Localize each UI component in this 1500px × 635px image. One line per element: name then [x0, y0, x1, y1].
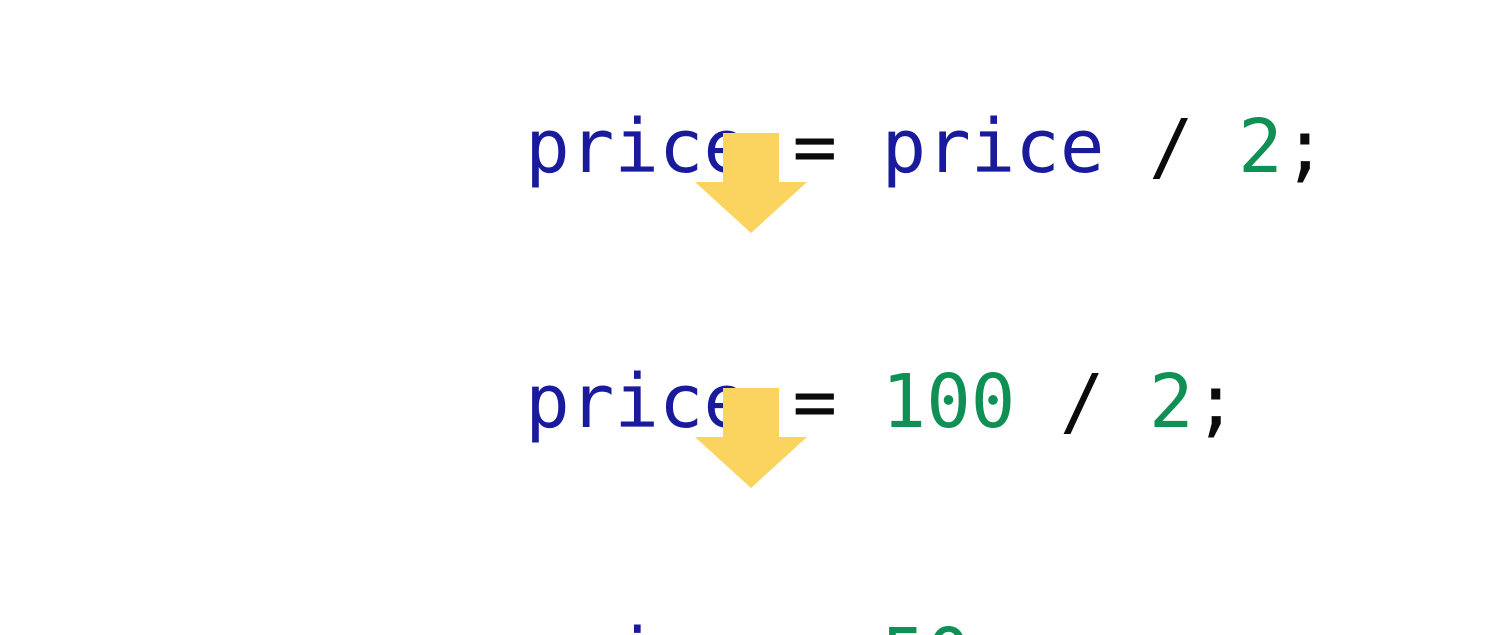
code-line-step-1: price = price / 2; [347, 18, 1327, 276]
token-operator: = [748, 613, 882, 635]
token-number: 100 [881, 359, 1016, 445]
token-number: 2 [1238, 104, 1283, 190]
token-variable: price [881, 104, 1105, 190]
token-variable: price [525, 359, 748, 445]
token-variable: price [525, 613, 748, 635]
token-operator: = [747, 359, 882, 445]
token-semicolon: ; [1193, 359, 1239, 445]
token-operator: / [1104, 104, 1239, 190]
token-operator: = [747, 104, 882, 190]
token-variable: price [525, 104, 748, 190]
token-operator: / [1015, 359, 1149, 445]
token-number: 50 [882, 613, 971, 635]
token-semicolon: ; [1282, 104, 1328, 190]
token-semicolon: ; [971, 613, 1016, 635]
code-line-step-3: price = 50; [347, 527, 1015, 635]
token-number: 2 [1148, 359, 1194, 445]
code-line-step-2: price = 100 / 2; [347, 273, 1238, 531]
